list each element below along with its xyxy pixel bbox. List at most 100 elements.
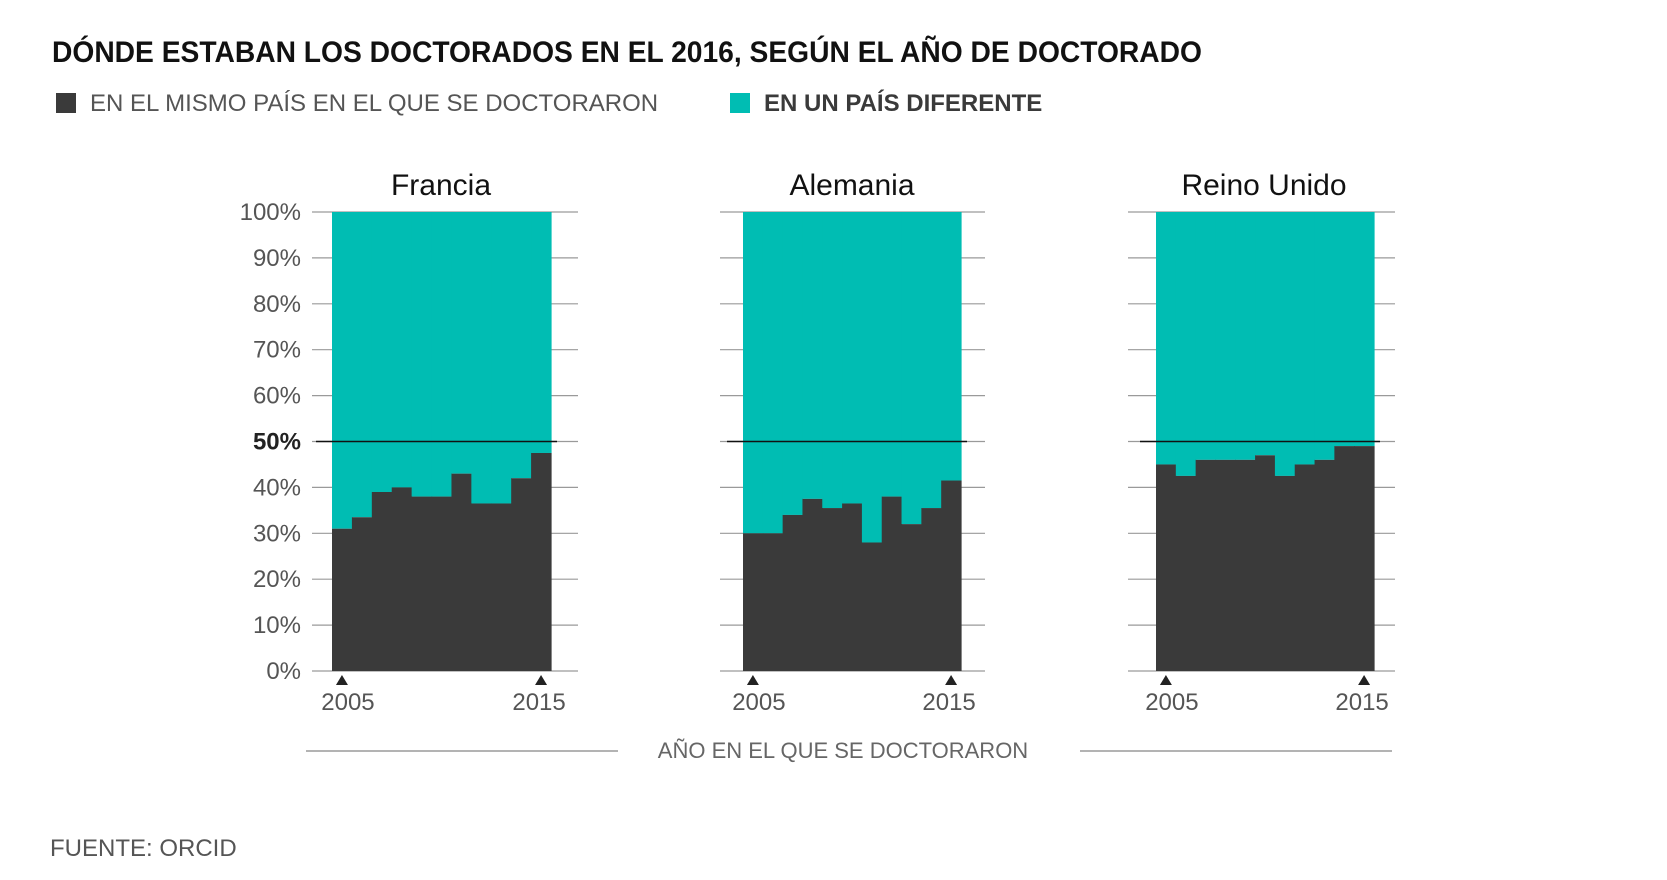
bar-different-2011 bbox=[861, 212, 883, 543]
y-tick-label: 20% bbox=[253, 566, 301, 593]
bar-different-2009 bbox=[1235, 212, 1256, 460]
bar-different-2005 bbox=[332, 212, 353, 529]
bar-different-2010 bbox=[431, 212, 453, 497]
bar-same-2010 bbox=[1255, 455, 1276, 671]
bar-different-2014 bbox=[511, 212, 532, 479]
bar-different-2008 bbox=[1215, 212, 1236, 460]
bar-same-2013 bbox=[491, 503, 512, 671]
x-axis-title-group: AÑO EN EL QUE SE DOCTORARON bbox=[306, 738, 1392, 763]
y-tick-label: 40% bbox=[253, 474, 301, 501]
y-tick-label: 100% bbox=[240, 199, 301, 226]
y-tick-label: 50% bbox=[253, 429, 301, 456]
bar-same-2009 bbox=[1235, 459, 1256, 671]
bar-same-2007 bbox=[371, 491, 393, 671]
bar-different-2012 bbox=[471, 212, 492, 504]
panel-title: Reino Unido bbox=[1181, 169, 1346, 202]
chart-title: DÓNDE ESTABAN LOS DOCTORADOS EN EL 2016,… bbox=[52, 35, 1202, 69]
bar-different-2007 bbox=[782, 212, 804, 515]
bar-different-2005 bbox=[1156, 212, 1177, 465]
y-tick-label: 70% bbox=[253, 337, 301, 364]
bar-same-2008 bbox=[802, 498, 823, 671]
bar-same-2007 bbox=[782, 514, 804, 671]
bar-same-2014 bbox=[511, 478, 532, 671]
bar-different-2015 bbox=[531, 212, 552, 453]
bar-same-2014 bbox=[921, 508, 942, 671]
bar-same-2008 bbox=[391, 487, 413, 671]
bar-same-2012 bbox=[881, 496, 903, 671]
bar-same-2012 bbox=[471, 503, 492, 671]
bar-different-2006 bbox=[762, 212, 784, 534]
x-tick-marker bbox=[535, 675, 548, 685]
bar-same-2006 bbox=[762, 533, 784, 671]
bar-same-2015 bbox=[941, 480, 962, 671]
x-tick-marker bbox=[335, 675, 348, 685]
bar-different-2011 bbox=[1274, 212, 1296, 476]
panel-alemania: Alemania 2005 2015 bbox=[720, 169, 985, 716]
legend: EN EL MISMO PAÍS EN EL QUE SE DOCTORARON… bbox=[56, 89, 1042, 117]
bar-different-2008 bbox=[802, 212, 823, 499]
bar-different-2010 bbox=[842, 212, 863, 504]
bar-same-2007 bbox=[1195, 459, 1217, 671]
bar-different-2009 bbox=[411, 212, 433, 497]
bar-different-2014 bbox=[921, 212, 942, 509]
bar-different-2013 bbox=[1314, 212, 1335, 460]
y-tick-label: 60% bbox=[253, 383, 301, 410]
bar-different-2013 bbox=[901, 212, 922, 525]
legend-label-same: EN EL MISMO PAÍS EN EL QUE SE DOCTORARON bbox=[90, 90, 658, 117]
legend-swatch-different bbox=[730, 93, 750, 113]
bar-different-2006 bbox=[1175, 212, 1197, 476]
bar-different-2007 bbox=[1195, 212, 1217, 460]
source-note: FUENTE: ORCID bbox=[50, 835, 237, 862]
bar-different-2010 bbox=[1255, 212, 1276, 456]
bar-same-2012 bbox=[1294, 464, 1316, 671]
x-tick-label: 2005 bbox=[732, 689, 785, 716]
legend-label-different: EN UN PAÍS DIFERENTE bbox=[764, 89, 1042, 117]
x-axis-title: AÑO EN EL QUE SE DOCTORARON bbox=[658, 738, 1028, 763]
x-tick-marker bbox=[746, 675, 759, 685]
x-tick-label: 2015 bbox=[1335, 689, 1388, 716]
x-tick-label: 2005 bbox=[1145, 689, 1198, 716]
bar-same-2013 bbox=[1314, 459, 1335, 671]
x-tick-label: 2005 bbox=[321, 689, 374, 716]
bar-same-2009 bbox=[822, 508, 843, 671]
bar-same-2010 bbox=[842, 503, 863, 671]
bar-same-2010 bbox=[431, 496, 453, 671]
bar-same-2005 bbox=[332, 528, 353, 671]
bar-same-2008 bbox=[1215, 459, 1236, 671]
bar-different-2006 bbox=[351, 212, 373, 518]
x-tick-marker bbox=[1159, 675, 1172, 685]
y-tick-label: 90% bbox=[253, 245, 301, 272]
bar-same-2011 bbox=[861, 542, 883, 671]
bar-same-2013 bbox=[901, 524, 922, 671]
panel-reino-unido: Reino Unido 2005 2015 bbox=[1128, 169, 1395, 716]
bar-different-2005 bbox=[743, 212, 764, 534]
y-tick-label: 80% bbox=[253, 291, 301, 318]
bar-same-2011 bbox=[451, 473, 472, 671]
bar-different-2014 bbox=[1334, 212, 1355, 447]
y-tick-label: 10% bbox=[253, 612, 301, 639]
y-tick-label: 0% bbox=[266, 658, 301, 685]
bar-different-2008 bbox=[391, 212, 413, 488]
bar-different-2012 bbox=[881, 212, 903, 497]
bar-same-2014 bbox=[1334, 446, 1355, 671]
x-tick-marker bbox=[945, 675, 958, 685]
bar-different-2013 bbox=[491, 212, 512, 504]
x-tick-label: 2015 bbox=[512, 689, 565, 716]
bar-same-2006 bbox=[1175, 475, 1197, 671]
panel-francia: Francia 2005 2015 bbox=[312, 169, 578, 716]
bar-same-2006 bbox=[351, 517, 373, 671]
bar-different-2009 bbox=[822, 212, 843, 509]
bar-different-2015 bbox=[941, 212, 962, 481]
x-tick-marker bbox=[1358, 675, 1371, 685]
bar-same-2005 bbox=[1156, 464, 1177, 671]
bar-same-2015 bbox=[531, 452, 552, 671]
panel-title: Francia bbox=[391, 169, 491, 202]
y-axis-labels: 0% 10% 20% 30% 40% 50% 60% 70% 80% 90% 100% bbox=[240, 199, 301, 685]
x-tick-label: 2015 bbox=[922, 689, 975, 716]
legend-swatch-same bbox=[56, 93, 76, 113]
panel-title: Alemania bbox=[789, 169, 914, 202]
bar-same-2015 bbox=[1354, 446, 1375, 671]
y-tick-label: 30% bbox=[253, 520, 301, 547]
